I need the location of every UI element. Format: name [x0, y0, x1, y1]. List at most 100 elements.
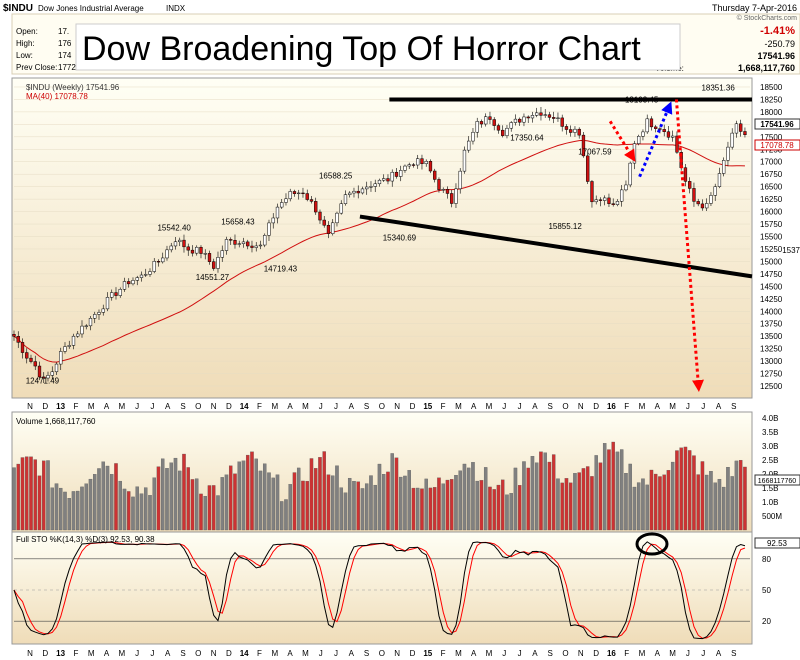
volume-bar [692, 455, 696, 531]
x-tick-label: A [471, 649, 477, 658]
volume-bar [169, 462, 173, 531]
volume-tag: 1668117760 [754, 474, 800, 486]
candle [67, 340, 71, 349]
price-annotation: 17067.59 [578, 147, 612, 156]
candle [212, 258, 216, 271]
volume-bar [590, 476, 594, 531]
x-tick-label: M [639, 649, 646, 658]
candle [428, 159, 433, 174]
candle [475, 117, 479, 138]
candle [526, 115, 530, 123]
candle [373, 179, 377, 193]
volume-bar [296, 467, 301, 531]
price-panel: 12500 12750 13000 13250 13500 13750 14000 14250… [11, 77, 800, 399]
volume-tick-label: 500M [762, 512, 782, 521]
x-tick-label: J [686, 402, 690, 411]
price-tick-label: 12750 [760, 370, 783, 379]
candle [233, 234, 237, 249]
candle [671, 130, 675, 142]
x-tick-label: A [655, 649, 661, 658]
volume-bar [513, 467, 518, 531]
candle [169, 242, 173, 253]
volume-bar [220, 477, 224, 531]
x-axis-top: N D 13 F M A M J J A S O N D 14 F M A M J J A S O N D 15 F M A M J J A S O N… [27, 402, 736, 411]
volume-bar [624, 473, 628, 531]
candle [560, 114, 564, 132]
x-tick-label: J [150, 402, 154, 411]
volume-bar [46, 460, 50, 531]
candle [403, 164, 407, 173]
volume-bar [666, 470, 671, 531]
candle [292, 189, 297, 197]
x-tick-label: A [716, 649, 722, 658]
x-tick-label: S [364, 402, 369, 411]
volume-bar [505, 494, 509, 531]
volume-bar [262, 463, 267, 531]
price-tick-label: 17500 [760, 133, 783, 142]
x-tick-label: D [226, 402, 232, 411]
x-tick-label: J [502, 649, 506, 658]
candle [620, 185, 624, 207]
candle [343, 190, 348, 206]
x-tick-label: J [518, 402, 522, 411]
x-tick-label: O [562, 402, 568, 411]
candle [543, 109, 547, 118]
candle [271, 213, 275, 229]
candle [722, 157, 726, 177]
x-tick-label: M [271, 649, 278, 658]
x-tick-label: A [165, 402, 171, 411]
volume-bar [390, 453, 394, 531]
candle [488, 111, 492, 125]
x-tick-label: O [195, 649, 201, 658]
price-tick-label: 16750 [760, 170, 783, 179]
candle [573, 126, 577, 137]
high-value: 176 [58, 39, 72, 48]
candle [462, 146, 467, 174]
volume-bar [713, 482, 717, 531]
volume-bar [696, 474, 700, 531]
volume-bar [199, 493, 203, 531]
candle [705, 198, 709, 211]
volume-bar [704, 474, 709, 531]
volume-bar [717, 478, 722, 531]
volume-bar [483, 467, 488, 531]
volume-bar [428, 487, 433, 531]
price-tick-label: 15000 [760, 257, 783, 266]
candle [522, 113, 526, 127]
candle [280, 199, 284, 209]
last-price-tag: 17541.96 [754, 118, 800, 130]
x-tick-label: A [287, 402, 293, 411]
candle [399, 165, 403, 182]
stochastic-panel-bg [11, 531, 753, 645]
candle [331, 219, 335, 236]
candle [101, 304, 105, 316]
volume-bar [386, 471, 390, 531]
x-tick-label: 16 [607, 402, 616, 411]
candle [713, 183, 717, 201]
candle [216, 251, 220, 273]
x-tick-label: D [410, 402, 416, 411]
volume-bar [339, 487, 343, 531]
price-legend-symbol: $INDU (Weekly) 17541.96 [26, 83, 120, 92]
x-tick-label: N [27, 649, 33, 658]
volume-bar [237, 461, 241, 531]
volume-bar [186, 467, 190, 531]
x-tick-label: F [624, 649, 629, 658]
candle [696, 198, 700, 207]
volume-bar [292, 472, 297, 531]
candle [730, 128, 734, 150]
pct-change: -1.41% [760, 25, 795, 37]
volume-bar [305, 480, 309, 531]
x-tick-label: O [379, 649, 385, 658]
volume-bar [250, 451, 254, 531]
volume-bar [156, 466, 161, 531]
candle [492, 117, 496, 131]
price-tick-label: 13500 [760, 332, 783, 341]
x-tick-label: N [27, 402, 33, 411]
volume-bar [271, 477, 275, 531]
candle [309, 195, 314, 204]
volume-bar [322, 451, 326, 531]
volume-bar [675, 450, 679, 531]
